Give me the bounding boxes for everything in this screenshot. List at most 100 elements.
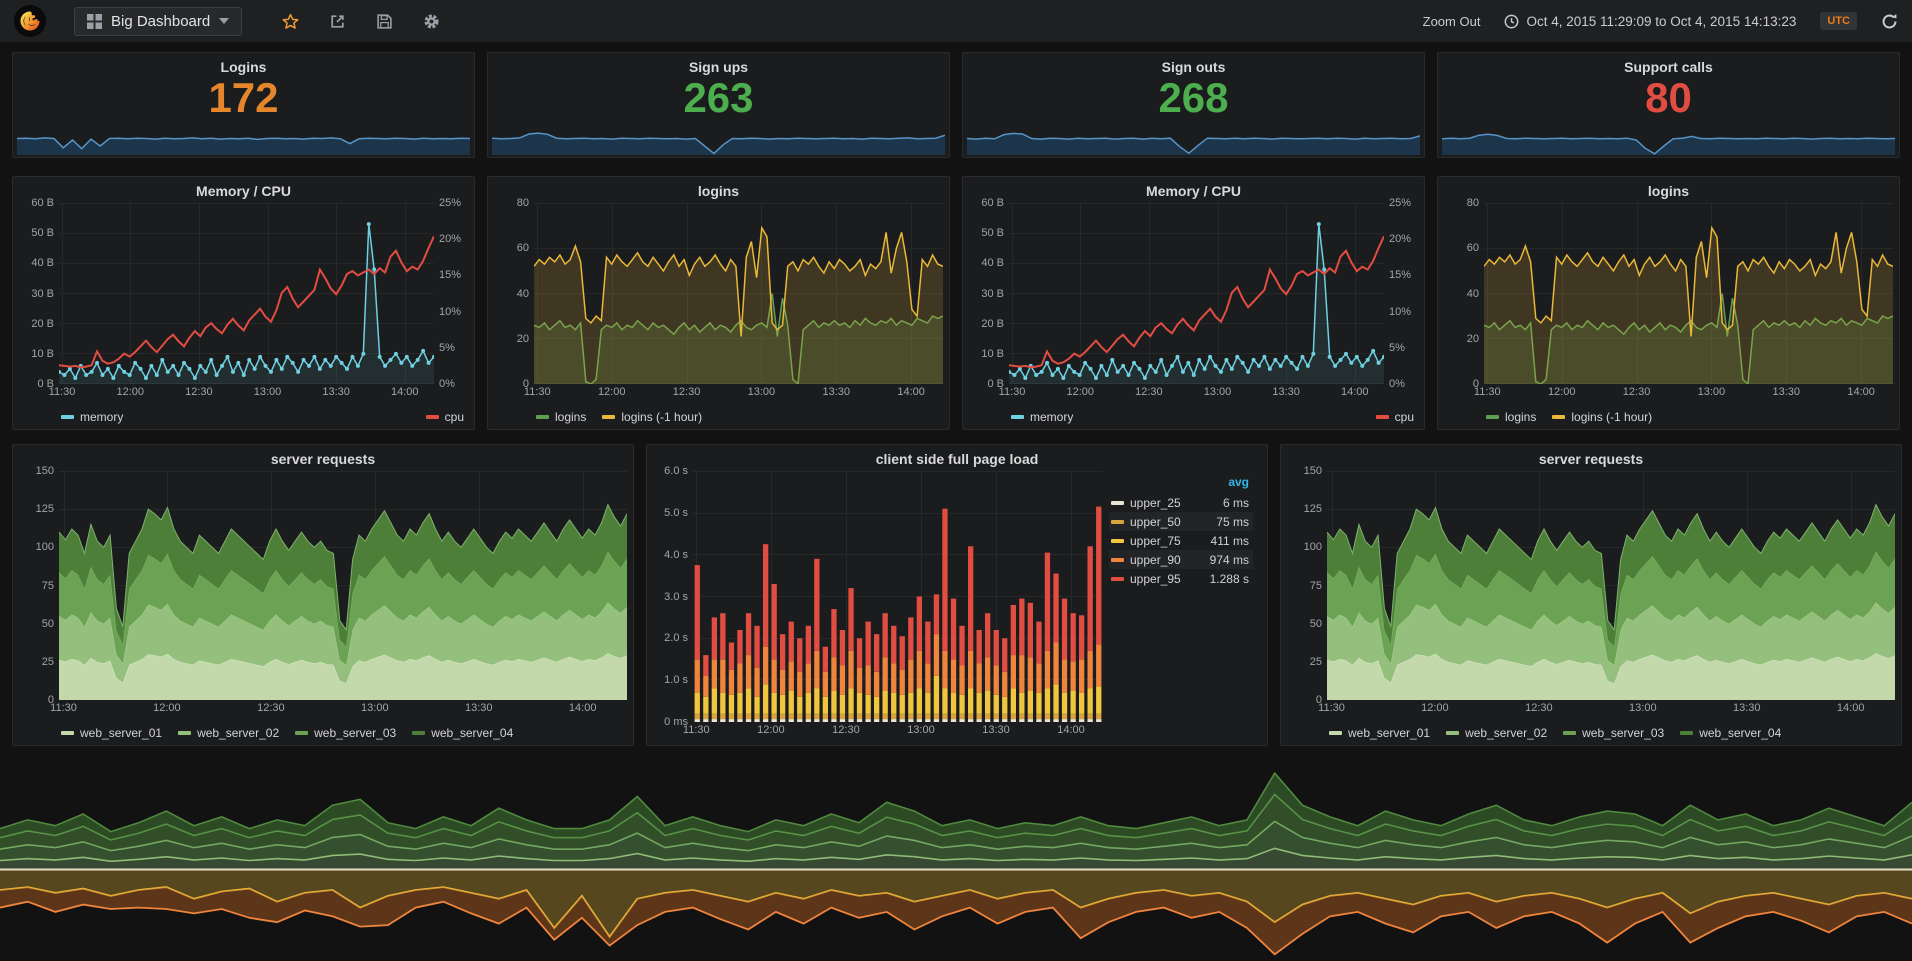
zoom-out-button[interactable]: Zoom Out [1422, 13, 1481, 29]
panel-title[interactable]: server requests [270, 451, 376, 467]
panel-logins-graph-2: logins 80 60 40 20 0 11:30 12:00 12:30 13:00 13:… [1437, 176, 1900, 430]
legend-row-upper90[interactable]: upper_90 974 ms [1109, 550, 1253, 569]
y-axis-right: 25% 20% 15% 10% 5% 0% [439, 197, 462, 390]
legend-header-avg[interactable]: avg [1228, 475, 1249, 489]
legend-swatch [1680, 731, 1694, 735]
panel-title[interactable]: Logins [220, 59, 267, 75]
legend-item-logins[interactable]: logins [1486, 410, 1536, 424]
y-axis-left: 80 60 40 20 0 [516, 197, 529, 390]
legend: logins logins (-1 hour) [536, 410, 939, 424]
server-requests-chart[interactable] [1327, 471, 1895, 700]
legend: web_server_01 web_server_02 web_server_0… [61, 726, 623, 740]
navbar-right: Zoom Out Oct 4, 2015 11:29:09 to Oct 4, … [1423, 12, 1898, 30]
refresh-icon [1882, 13, 1897, 28]
panel-logins-graph: logins 80 60 40 20 0 11:30 12:00 12:30 13:00 13:… [487, 176, 950, 430]
legend-swatch [1111, 500, 1124, 505]
stream-graph[interactable] [0, 766, 1912, 956]
panel-title[interactable]: Support calls [1624, 59, 1713, 75]
legend-swatch [1111, 538, 1124, 543]
time-range-picker[interactable]: Oct 4, 2015 11:29:09 to Oct 4, 2015 14:1… [1504, 14, 1796, 29]
legend-item-logins-1h[interactable]: logins (-1 hour) [602, 410, 702, 424]
panel-title[interactable]: Memory / CPU [1146, 183, 1241, 199]
dashboard-title: Big Dashboard [111, 12, 211, 30]
legend-swatch [412, 731, 426, 735]
x-axis: 11:30 12:00 12:30 13:00 13:30 14:00 [50, 702, 597, 714]
stat-value: 80 [1645, 74, 1692, 121]
legend-row-upper75[interactable]: upper_75 411 ms [1109, 531, 1253, 550]
logins-chart[interactable] [1484, 203, 1893, 384]
panel-title[interactable]: server requests [1538, 451, 1644, 467]
memory-cpu-chart[interactable] [59, 203, 434, 384]
legend-row-upper95[interactable]: upper_95 1.288 s [1109, 569, 1253, 588]
legend-swatch [1375, 415, 1389, 419]
legend-row-upper50[interactable]: upper_50 75 ms [1109, 512, 1253, 531]
grafana-flame-icon [16, 7, 44, 35]
y-axis-left: 80 60 40 20 0 [1466, 197, 1479, 390]
x-axis: 11:30 12:00 12:30 13:00 13:30 14:00 [998, 386, 1369, 398]
panel-title[interactable]: Sign outs [1161, 59, 1226, 75]
panel-title[interactable]: client side full page load [875, 451, 1039, 467]
timezone-badge[interactable]: UTC [1820, 12, 1857, 30]
legend-item-memory[interactable]: memory [61, 410, 123, 424]
refresh-button[interactable] [1881, 13, 1898, 30]
dashboard-picker[interactable]: Big Dashboard [74, 6, 243, 36]
legend-swatch [536, 415, 549, 419]
sparkline [1441, 125, 1896, 155]
legend-swatch [295, 731, 309, 735]
legend-item-ws03[interactable]: web_server_03 [1563, 726, 1664, 740]
memory-cpu-chart[interactable] [1009, 203, 1384, 384]
server-requests-chart[interactable] [59, 471, 627, 700]
sparkline [966, 125, 1421, 155]
share-button[interactable] [329, 13, 346, 30]
page-load-chart[interactable] [693, 471, 1103, 722]
settings-button[interactable] [423, 13, 440, 30]
legend-swatch [1552, 415, 1566, 419]
legend-item-ws04[interactable]: web_server_04 [412, 726, 513, 740]
legend-item-logins[interactable]: logins [536, 410, 586, 424]
legend-swatch [1111, 557, 1124, 562]
grid-icon [87, 13, 102, 29]
panel-supportcalls-stat: Support calls 80 [1437, 52, 1900, 158]
legend-table: avg upper_25 6 ms upper_50 75 ms upper_75 4… [1103, 471, 1261, 737]
legend-item-ws04[interactable]: web_server_04 [1680, 726, 1781, 740]
share-icon [331, 14, 344, 28]
legend-item-ws02[interactable]: web_server_02 [1446, 726, 1547, 740]
legend-row-upper25[interactable]: upper_25 6 ms [1109, 493, 1253, 512]
legend-swatch [425, 415, 439, 419]
panel-title[interactable]: Memory / CPU [196, 183, 291, 199]
panel-title[interactable]: logins [697, 183, 740, 199]
logins-chart[interactable] [534, 203, 943, 384]
legend: memory cpu [1011, 410, 1414, 424]
legend: logins logins (-1 hour) [1486, 410, 1889, 424]
panel-title[interactable]: logins [1647, 183, 1690, 199]
x-axis: 11:30 12:00 12:30 13:00 13:30 14:00 [1318, 702, 1865, 714]
panel-signups-stat: Sign ups 263 [487, 52, 950, 158]
sparkline [16, 125, 471, 155]
sparkline [491, 125, 946, 155]
legend-item-logins-1h[interactable]: logins (-1 hour) [1552, 410, 1652, 424]
legend-swatch [1486, 415, 1499, 419]
star-button[interactable] [282, 13, 299, 30]
stat-value: 263 [683, 74, 754, 121]
panel-signouts-stat: Sign outs 268 [962, 52, 1425, 158]
legend-item-cpu[interactable]: cpu [425, 410, 464, 424]
legend-item-ws01[interactable]: web_server_01 [1329, 726, 1430, 740]
save-button[interactable] [376, 13, 393, 30]
panel-title[interactable]: Sign ups [688, 59, 749, 75]
gear-icon [424, 13, 439, 29]
grafana-logo[interactable] [14, 5, 46, 37]
star-icon [282, 13, 299, 29]
legend-item-ws02[interactable]: web_server_02 [178, 726, 279, 740]
navbar-left: Big Dashboard [14, 5, 440, 37]
legend-swatch [61, 731, 74, 735]
legend-item-ws03[interactable]: web_server_03 [295, 726, 396, 740]
y-axis-right: 25% 20% 15% 10% 5% 0% [1389, 197, 1412, 390]
legend-item-ws01[interactable]: web_server_01 [61, 726, 162, 740]
legend-item-memory[interactable]: memory [1011, 410, 1073, 424]
stat-value: 172 [208, 74, 279, 121]
chevron-down-icon [219, 18, 230, 24]
navbar-actions [282, 13, 440, 30]
legend-item-cpu[interactable]: cpu [1375, 410, 1414, 424]
